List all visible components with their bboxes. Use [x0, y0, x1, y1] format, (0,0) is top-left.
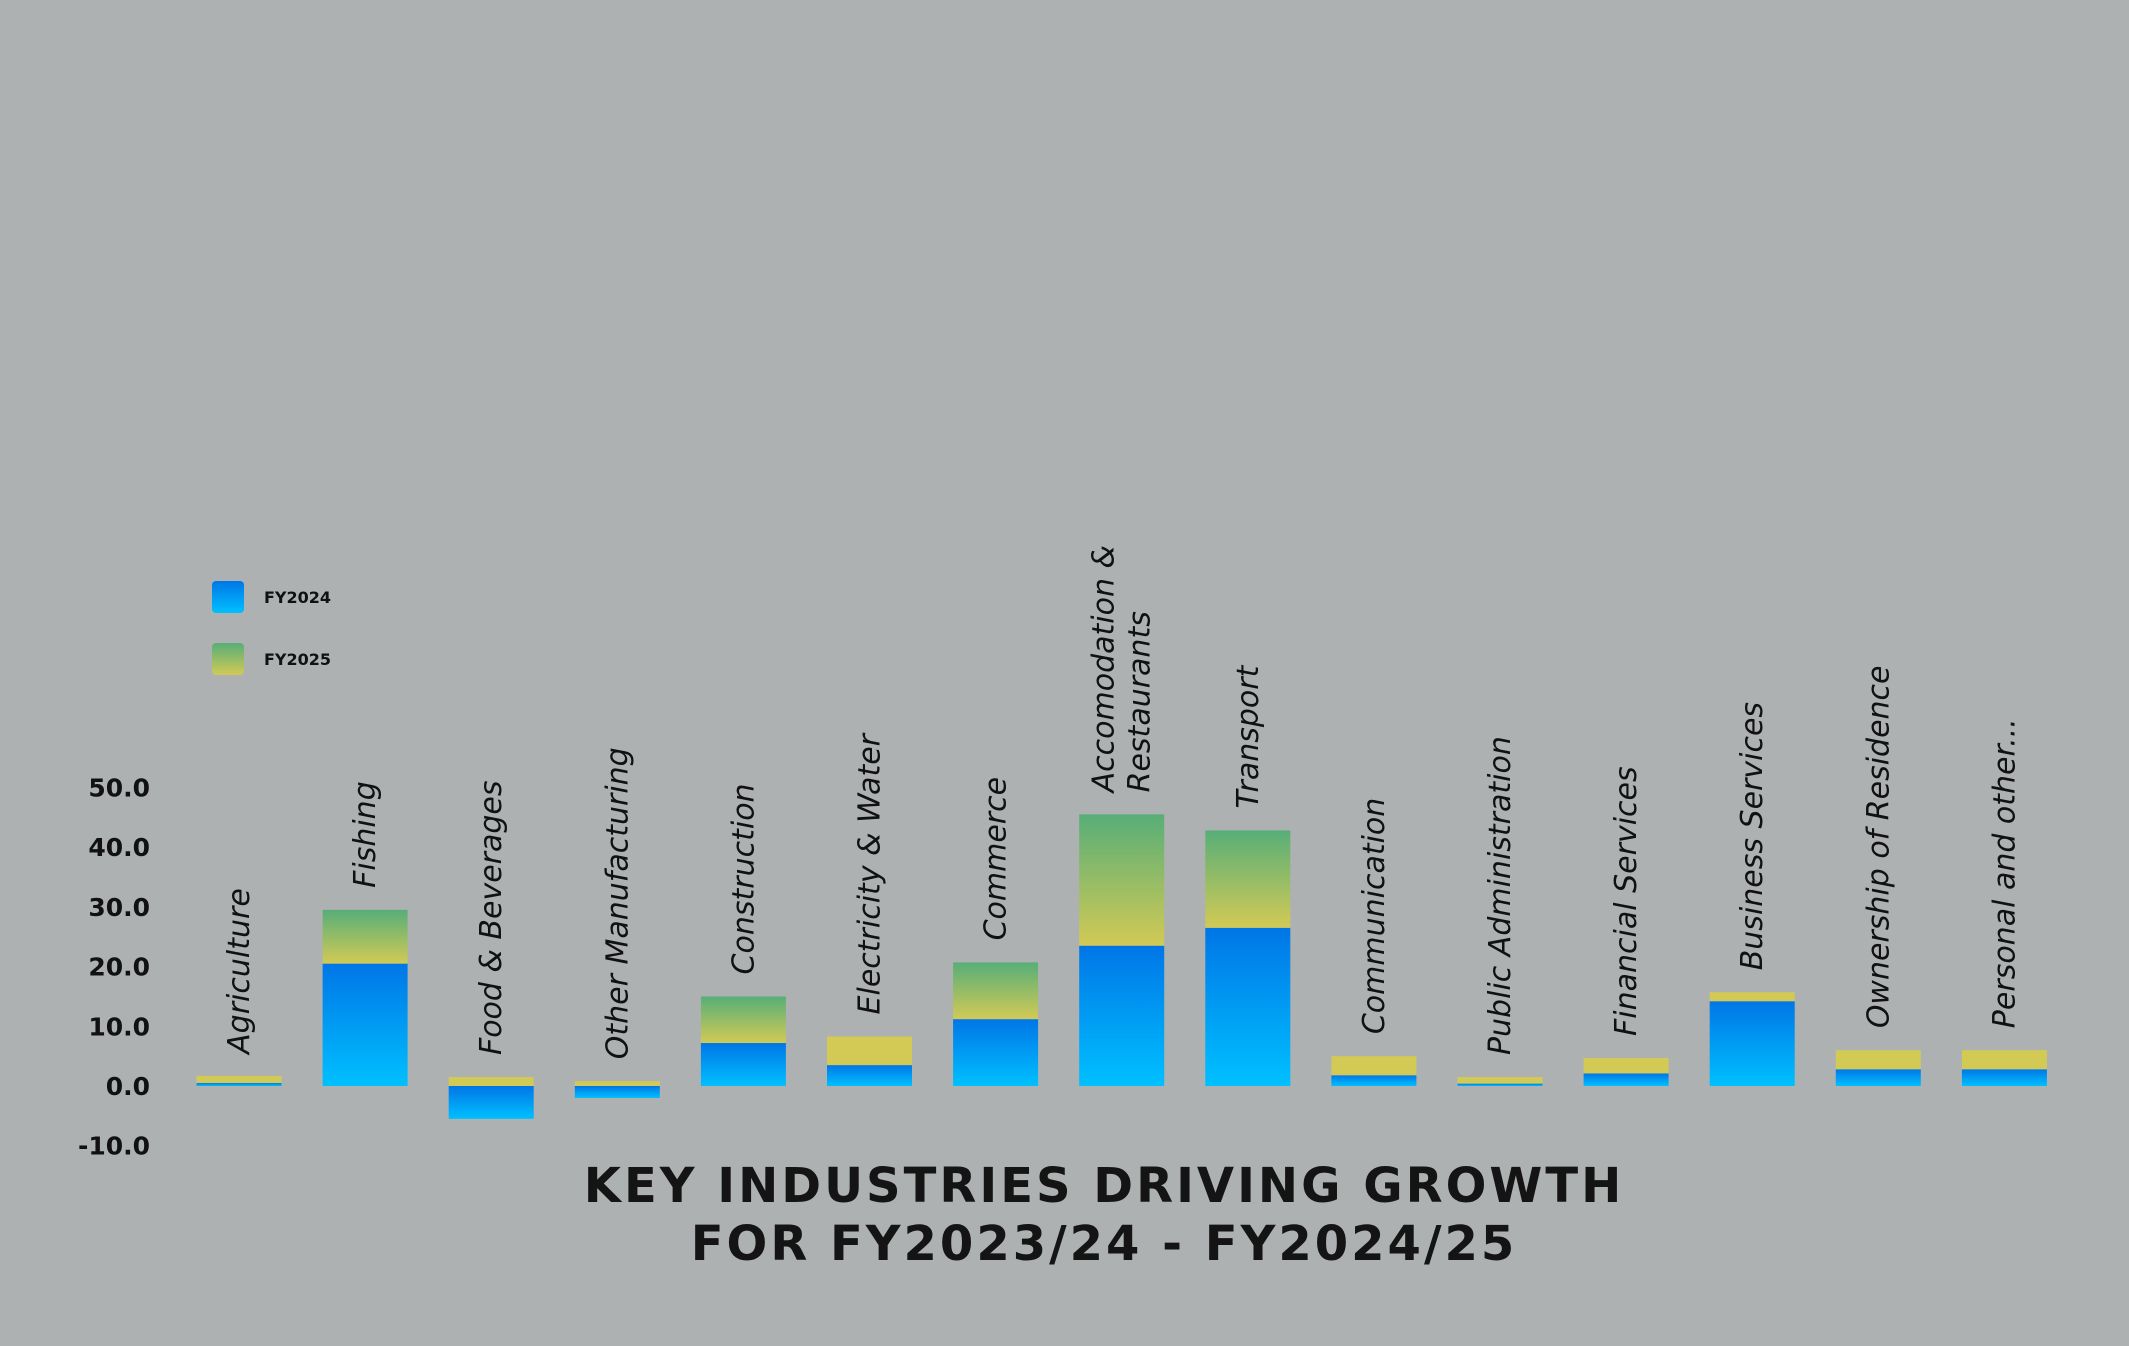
- bar-fy2024: [953, 1019, 1039, 1086]
- bar-fy2024: [1457, 1083, 1543, 1086]
- category-label: Personal and other...: [1987, 718, 2022, 1028]
- legend-swatch-fy2025: [212, 643, 244, 675]
- category-label: Other Manufacturing: [600, 747, 635, 1059]
- bar-fy2024: [448, 1086, 534, 1119]
- bar-fy2025: [1205, 830, 1291, 928]
- bar-fy2025: [1079, 814, 1165, 946]
- category-label: Agriculture: [222, 888, 257, 1056]
- bar-fy2025: [1709, 992, 1795, 1002]
- category-label: Construction: [726, 783, 761, 974]
- bar-fy2024: [1583, 1073, 1669, 1086]
- y-axis: 50.0 40.0 30.0 20.0 10.0 0.0 -10.0: [78, 774, 150, 1161]
- bar-fy2025: [448, 1077, 534, 1086]
- bar-fy2024: [1709, 1001, 1795, 1086]
- category-label: Fishing: [348, 781, 383, 888]
- category-label: Restaurants: [1123, 611, 1158, 792]
- y-tick-label: 10.0: [88, 1012, 150, 1041]
- category-label: Electricity & Water: [853, 732, 888, 1014]
- legend: FY2024 FY2025: [212, 581, 331, 675]
- bar-fy2024: [1961, 1069, 2047, 1086]
- category-label: Transport: [1231, 664, 1266, 808]
- chart-title: KEY INDUSTRIES DRIVING GROWTH FOR FY2023…: [584, 1158, 1624, 1272]
- bar-fy2025: [196, 1075, 282, 1084]
- bar-fy2025: [1331, 1056, 1417, 1076]
- bar-fy2024: [574, 1086, 660, 1098]
- category-labels: Agriculture Fishing Food & Beverages Other …: [222, 545, 2022, 1059]
- bar-fy2024: [700, 1043, 786, 1086]
- bar-fy2024: [1205, 927, 1291, 1086]
- bar-fy2025: [827, 1036, 912, 1066]
- category-label: Ownership of Residence: [1861, 665, 1896, 1028]
- category-label: Public Administration: [1483, 736, 1518, 1055]
- bar-fy2024: [1079, 945, 1165, 1086]
- category-label: Food & Beverages: [474, 780, 509, 1055]
- y-tick-label: 20.0: [88, 953, 150, 982]
- category-label: Communication: [1357, 798, 1392, 1034]
- bar-fy2025: [1457, 1077, 1543, 1084]
- chart-title-line-1: KEY INDUSTRIES DRIVING GROWTH: [584, 1158, 1624, 1214]
- bar-fy2025: [574, 1081, 660, 1086]
- legend-swatch-fy2024: [212, 581, 244, 613]
- bar-fy2025: [953, 962, 1039, 1020]
- y-tick-label: -10.0: [78, 1132, 150, 1161]
- legend-label-fy2025: FY2025: [264, 650, 331, 669]
- category-label: Accomodation &: [1087, 545, 1122, 794]
- bar-fy2025: [1961, 1050, 2047, 1070]
- bars: [196, 814, 2047, 1119]
- y-tick-label: 50.0: [88, 774, 150, 803]
- bar-fy2024: [322, 963, 408, 1086]
- bar-fy2025: [1835, 1050, 1921, 1070]
- bar-fy2025: [322, 909, 408, 964]
- y-tick-label: 40.0: [88, 833, 150, 862]
- category-label: Business Services: [1735, 702, 1770, 970]
- chart-title-line-2: FOR FY2023/24 - FY2024/25: [691, 1216, 1518, 1272]
- bar-fy2024: [1835, 1069, 1921, 1086]
- y-tick-label: 0.0: [106, 1072, 150, 1101]
- bar-fy2024: [827, 1065, 912, 1086]
- category-label: Commerce: [979, 777, 1014, 941]
- y-tick-label: 30.0: [88, 893, 150, 922]
- legend-label-fy2024: FY2024: [264, 588, 331, 607]
- bar-fy2025: [1583, 1057, 1669, 1074]
- bar-fy2024: [1331, 1075, 1417, 1086]
- category-label: Financial Services: [1609, 766, 1644, 1036]
- bar-fy2024: [196, 1083, 282, 1086]
- bar-fy2025: [700, 996, 786, 1044]
